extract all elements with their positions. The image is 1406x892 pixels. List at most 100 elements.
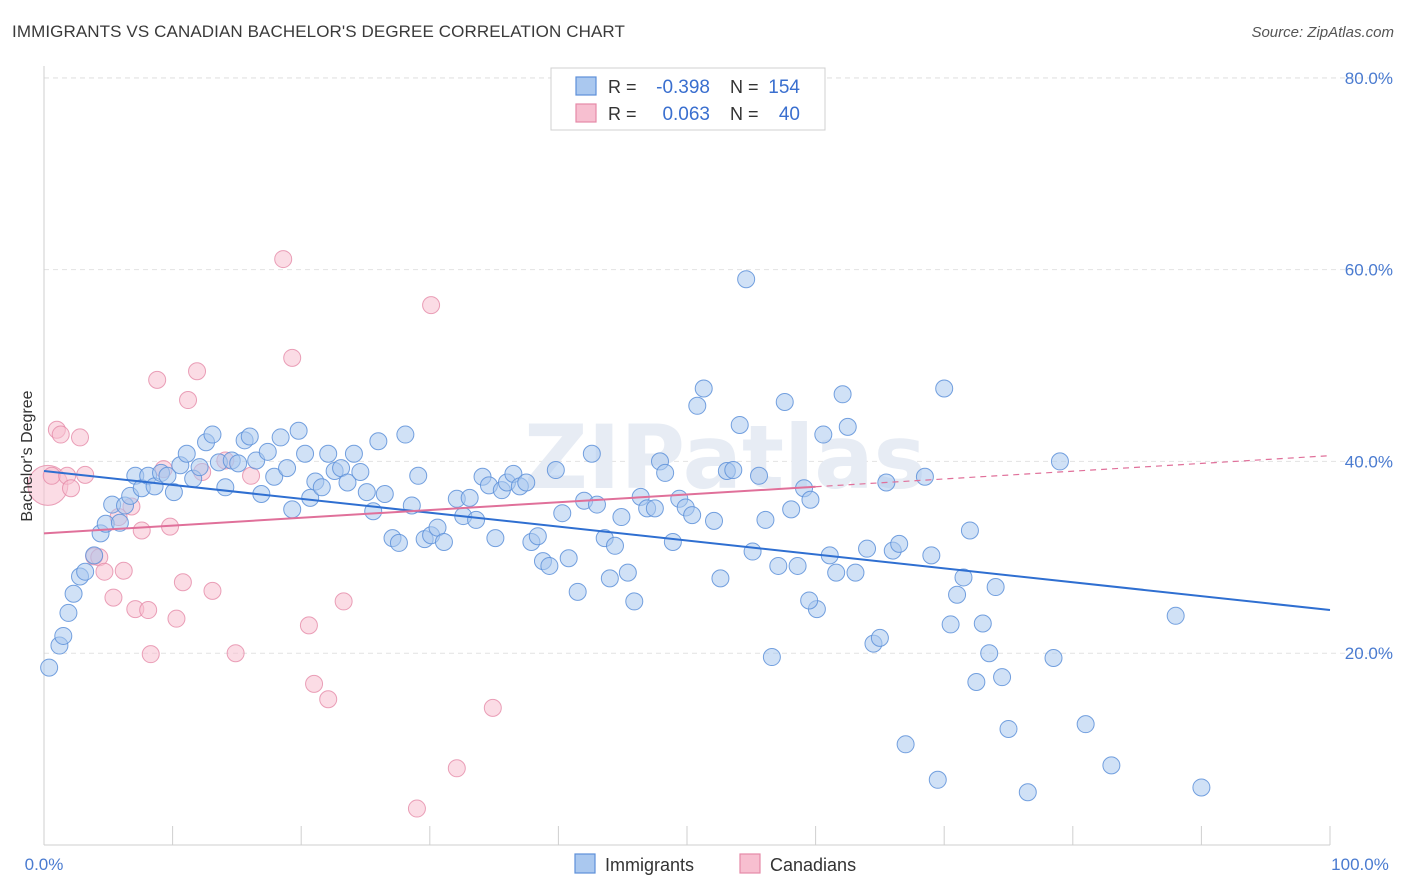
immigrants-point (265, 467, 284, 486)
trend-lines (43, 455, 1331, 612)
y-tick-labels: 20.0% 40.0% 60.0% 80.0% (1345, 69, 1393, 663)
immigrants-point (941, 615, 960, 634)
bottom-legend: Immigrants Canadians (574, 853, 856, 875)
immigrants-point (846, 563, 865, 582)
immigrants-point (289, 421, 308, 440)
canadians-point (483, 698, 502, 717)
immigrants-point (694, 379, 713, 398)
immigrants-points (40, 270, 1211, 802)
immigrants-point (344, 444, 363, 463)
immigrants-point (54, 626, 73, 645)
canadians-point (179, 391, 198, 410)
y-axis-title: Bachelor's Degree (19, 390, 36, 521)
legend-n-label-2: N = (730, 104, 759, 124)
immigrants-point (338, 473, 357, 492)
canadians-trend-line-extension (815, 455, 1331, 488)
immigrants-point (656, 463, 675, 482)
immigrants-point (762, 648, 781, 667)
immigrants-point (605, 536, 624, 555)
immigrants-point (600, 569, 619, 588)
bottom-legend-swatch-immigrants (574, 853, 596, 874)
immigrants-point (553, 504, 572, 523)
canadians-point (141, 645, 160, 664)
immigrants-point (64, 584, 83, 603)
immigrants-trend-line (43, 470, 1331, 612)
legend-n-value-1: 154 (768, 77, 800, 98)
legend-n-label-1: N = (730, 77, 759, 97)
canadians-point (305, 674, 324, 693)
canadians-point (447, 759, 466, 778)
immigrants-point (203, 425, 222, 444)
immigrants-point (568, 582, 587, 601)
immigrants-point (434, 532, 453, 551)
immigrants-point (935, 379, 954, 398)
immigrants-point (980, 644, 999, 663)
immigrants-point (110, 513, 129, 532)
immigrants-point (948, 585, 967, 604)
canadians-point (299, 616, 318, 635)
immigrants-point (915, 467, 934, 486)
source-label: Source: ZipAtlas.com (1251, 24, 1394, 41)
canadians-trend-line (43, 485, 816, 535)
y-tick-label-40: 40.0% (1345, 452, 1393, 471)
immigrants-point (409, 466, 428, 485)
legend-r-value-2: 0.063 (662, 104, 710, 125)
immigrants-point (375, 485, 394, 504)
immigrants-point (1050, 452, 1069, 471)
legend-swatch-canadians (575, 103, 597, 123)
immigrants-point (258, 442, 277, 461)
immigrants-point (283, 500, 302, 519)
canadians-point (42, 466, 61, 485)
immigrants-point (618, 563, 637, 582)
canadians-point (334, 592, 353, 611)
immigrants-point (319, 444, 338, 463)
immigrants-point (999, 719, 1018, 738)
immigrants-point (833, 385, 852, 404)
immigrants-point (1166, 606, 1185, 625)
immigrants-point (645, 499, 664, 518)
y-tick-label-80: 80.0% (1345, 69, 1393, 88)
immigrants-point (960, 521, 979, 540)
legend-n-value-2: 40 (779, 104, 800, 125)
gridlines (44, 77, 1394, 654)
immigrants-point (788, 556, 807, 575)
immigrants-point (612, 508, 631, 527)
immigrants-point (540, 556, 559, 575)
immigrants-point (663, 532, 682, 551)
immigrants-point (750, 466, 769, 485)
immigrants-point (357, 483, 376, 502)
immigrants-point (1076, 715, 1095, 734)
immigrants-point (838, 417, 857, 436)
axes (43, 66, 1331, 846)
immigrants-point (1044, 649, 1063, 667)
immigrants-point (486, 529, 505, 548)
immigrants-point (1102, 756, 1121, 775)
immigrants-point (1192, 778, 1211, 797)
chart-title: IMMIGRANTS VS CANADIAN BACHELOR'S DEGREE… (12, 22, 625, 41)
canadians-point (51, 425, 70, 444)
immigrants-point (711, 569, 730, 588)
immigrants-point (954, 568, 973, 587)
immigrants-point (582, 444, 601, 463)
canadians-point (188, 362, 207, 381)
immigrants-point (389, 533, 408, 552)
canadians-point (274, 250, 293, 269)
x-tick-labels: 0.0% 100.0% (25, 855, 1389, 874)
canadians-point (104, 588, 123, 607)
stats-legend: R = -0.398 N = 154 R = 0.063 N = 40 (550, 67, 826, 131)
bottom-legend-canadians: Canadians (770, 855, 856, 875)
immigrants-point (724, 461, 743, 480)
canadians-point (173, 573, 192, 592)
immigrants-point (240, 427, 259, 446)
immigrants-point (528, 527, 547, 546)
canadians-point (148, 370, 167, 389)
immigrants-point (986, 578, 1005, 597)
immigrants-point (559, 549, 578, 568)
immigrants-point (928, 770, 947, 789)
immigrants-point (229, 454, 248, 473)
canadians-point (167, 609, 186, 628)
immigrants-point (688, 396, 707, 415)
immigrants-point (782, 500, 801, 519)
immigrants-point (177, 444, 196, 463)
